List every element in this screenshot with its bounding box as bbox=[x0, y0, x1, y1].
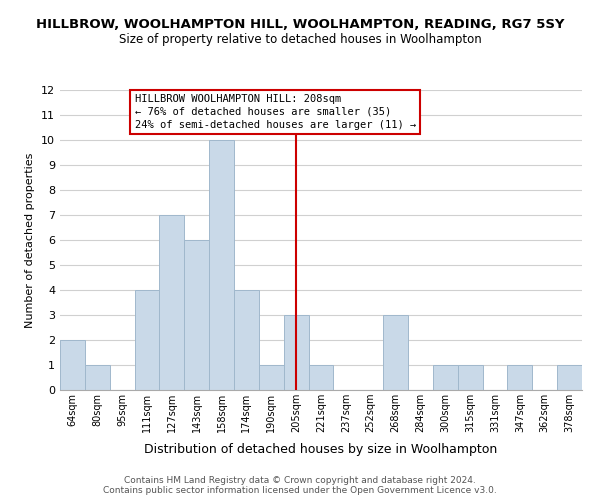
Bar bbox=[134, 290, 160, 390]
Text: HILLBROW, WOOLHAMPTON HILL, WOOLHAMPTON, READING, RG7 5SY: HILLBROW, WOOLHAMPTON HILL, WOOLHAMPTON,… bbox=[36, 18, 564, 30]
Bar bbox=[184, 240, 209, 390]
Bar bbox=[209, 140, 234, 390]
Bar bbox=[259, 365, 284, 390]
Bar bbox=[508, 365, 532, 390]
Bar bbox=[458, 365, 482, 390]
Bar bbox=[284, 315, 308, 390]
Text: Contains HM Land Registry data © Crown copyright and database right 2024.: Contains HM Land Registry data © Crown c… bbox=[124, 476, 476, 485]
Bar bbox=[433, 365, 458, 390]
Text: Contains public sector information licensed under the Open Government Licence v3: Contains public sector information licen… bbox=[103, 486, 497, 495]
Bar bbox=[557, 365, 582, 390]
Bar bbox=[383, 315, 408, 390]
Text: Size of property relative to detached houses in Woolhampton: Size of property relative to detached ho… bbox=[119, 32, 481, 46]
Bar bbox=[234, 290, 259, 390]
Bar bbox=[85, 365, 110, 390]
Bar bbox=[160, 215, 184, 390]
Bar bbox=[60, 340, 85, 390]
Y-axis label: Number of detached properties: Number of detached properties bbox=[25, 152, 35, 328]
X-axis label: Distribution of detached houses by size in Woolhampton: Distribution of detached houses by size … bbox=[145, 444, 497, 456]
Bar bbox=[308, 365, 334, 390]
Text: HILLBROW WOOLHAMPTON HILL: 208sqm
← 76% of detached houses are smaller (35)
24% : HILLBROW WOOLHAMPTON HILL: 208sqm ← 76% … bbox=[134, 94, 416, 130]
